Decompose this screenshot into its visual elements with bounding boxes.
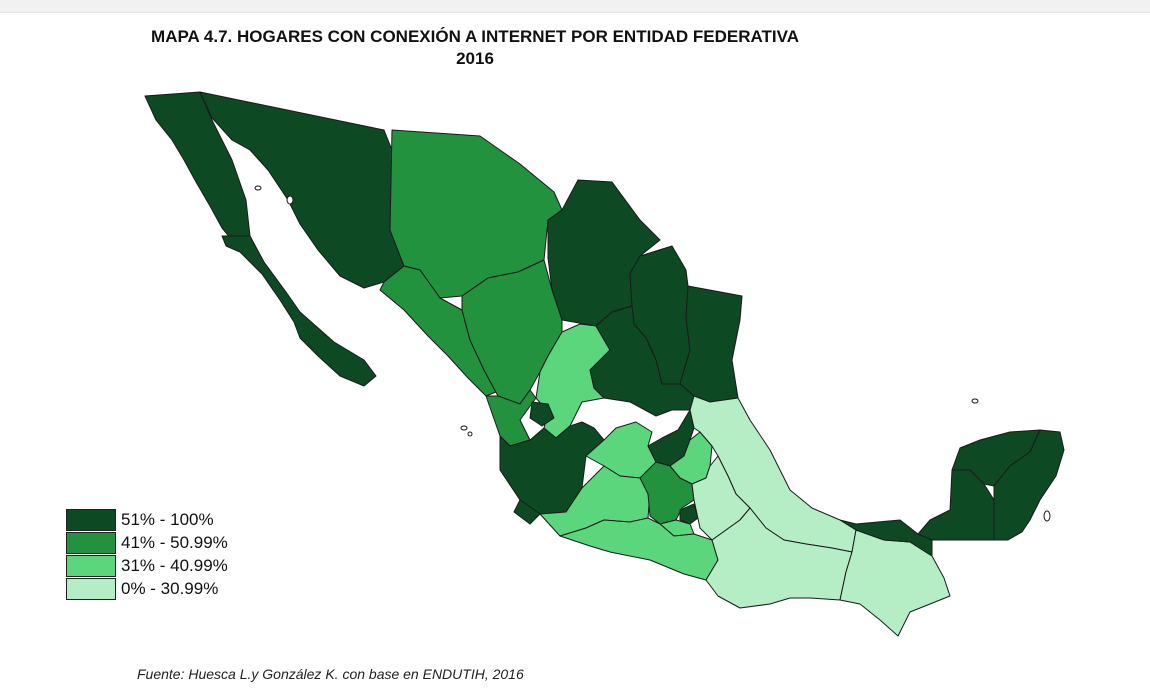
map-title-line2: 2016 xyxy=(456,49,494,68)
legend: 51% - 100% 41% - 50.99% 31% - 40.99% 0% … xyxy=(66,508,228,600)
legend-label: 51% - 100% xyxy=(121,509,214,529)
legend-item: 51% - 100% xyxy=(66,508,228,531)
legend-item: 31% - 40.99% xyxy=(66,554,228,577)
islands xyxy=(254,185,1051,522)
state-guerrero xyxy=(559,517,719,581)
source-note: Fuente: Huesca L.y González K. con base … xyxy=(137,666,524,682)
legend-label: 41% - 50.99% xyxy=(121,532,228,552)
legend-swatch xyxy=(66,577,116,600)
state-ciudad-de-mexico xyxy=(679,503,699,525)
legend-item: 0% - 30.99% xyxy=(66,577,228,600)
legend-swatch xyxy=(66,554,116,577)
state-chiapas xyxy=(839,529,951,637)
state-baja-california-sur xyxy=(221,235,377,387)
legend-swatch xyxy=(66,531,116,554)
map-title-line1: MAPA 4.7. HOGARES CON CONEXIÓN A INTERNE… xyxy=(151,27,799,46)
state-estado-de-mexico xyxy=(639,461,695,525)
state-quintana-roo xyxy=(993,429,1065,541)
legend-swatch xyxy=(66,508,116,531)
state-baja-california xyxy=(144,91,251,241)
map-title: MAPA 4.7. HOGARES CON CONEXIÓN A INTERNE… xyxy=(70,26,880,70)
legend-label: 31% - 40.99% xyxy=(121,555,228,575)
window-top-strip xyxy=(0,0,1150,13)
legend-label: 0% - 30.99% xyxy=(121,578,219,598)
state-tamaulipas xyxy=(679,285,743,403)
state-campeche xyxy=(917,469,995,541)
state-aguascalientes xyxy=(529,401,555,427)
state-colima xyxy=(513,499,541,525)
legend-item: 41% - 50.99% xyxy=(66,531,228,554)
